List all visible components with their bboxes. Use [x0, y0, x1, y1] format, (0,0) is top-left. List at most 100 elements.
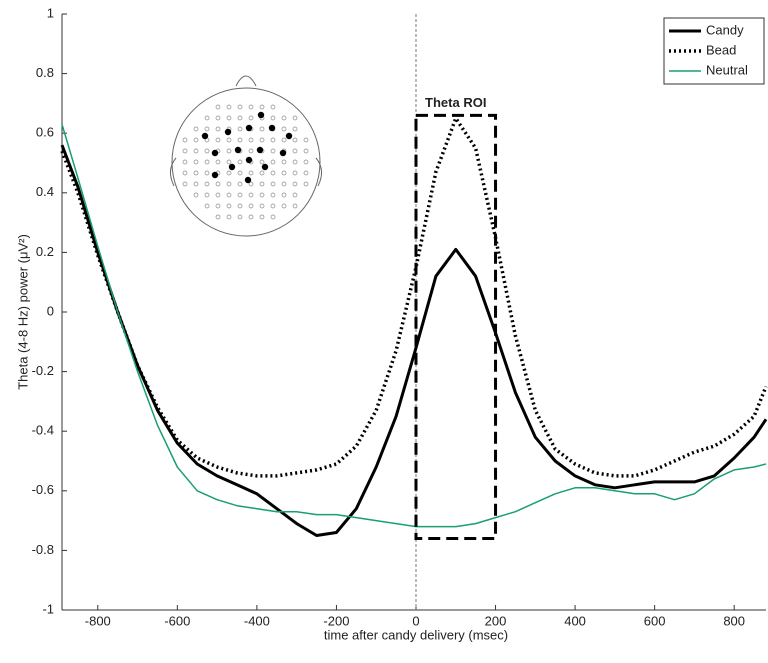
x-tick-label: 200: [485, 613, 507, 628]
electrode: [270, 159, 276, 165]
electrode: [226, 192, 232, 198]
roi-electrode: [261, 163, 269, 171]
y-tick-label: -0.4: [32, 423, 54, 438]
electrode: [248, 181, 254, 187]
electrode: [248, 115, 254, 121]
electrode: [281, 137, 287, 143]
x-tick-label: -800: [85, 613, 111, 628]
nose: [235, 75, 257, 87]
electrode: [270, 214, 276, 220]
electrode: [215, 137, 221, 143]
electrode: [303, 137, 309, 143]
electrode: [204, 192, 210, 198]
electrode: [292, 203, 298, 209]
x-tick-label: -600: [164, 613, 190, 628]
electrode: [281, 126, 287, 132]
electrode: [270, 148, 276, 154]
electrode: [259, 214, 265, 220]
electrode: [259, 159, 265, 165]
electrode: [182, 181, 188, 187]
electrode: [292, 170, 298, 176]
electrode: [237, 137, 243, 143]
electrode: [193, 159, 199, 165]
y-tick-label: 0.6: [36, 125, 54, 140]
electrode: [237, 115, 243, 121]
y-tick-label: 0.2: [36, 244, 54, 259]
series-line: [60, 144, 768, 537]
electrode: [193, 170, 199, 176]
electrode: [215, 104, 221, 110]
electrode: [226, 159, 232, 165]
electrode: [303, 181, 309, 187]
y-tick-label: 0.8: [36, 65, 54, 80]
roi-electrode: [201, 132, 209, 140]
electrode: [182, 137, 188, 143]
electrode: [281, 159, 287, 165]
electrode: [193, 148, 199, 154]
x-tick-label: 600: [644, 613, 666, 628]
electrode: [303, 159, 309, 165]
electrode: [248, 104, 254, 110]
electrode: [248, 137, 254, 143]
electrode: [193, 192, 199, 198]
electrode: [215, 192, 221, 198]
electrode: [237, 203, 243, 209]
electrode: [193, 137, 199, 143]
legend-label: Neutral: [706, 62, 748, 77]
electrode: [248, 214, 254, 220]
electrode: [204, 159, 210, 165]
electrode: [248, 170, 254, 176]
electrode: [215, 203, 221, 209]
electrode: [204, 181, 210, 187]
roi-electrode: [211, 149, 219, 157]
electrode: [226, 137, 232, 143]
electrode: [270, 115, 276, 121]
electrode: [237, 170, 243, 176]
electrode: [270, 181, 276, 187]
electrode: [237, 104, 243, 110]
electrode: [259, 137, 265, 143]
electrode: [204, 148, 210, 154]
electrode: [292, 137, 298, 143]
electrode: [204, 126, 210, 132]
electrode: [215, 159, 221, 165]
legend-label: Candy: [706, 22, 744, 37]
electrode: [193, 181, 199, 187]
electrode: [292, 148, 298, 154]
electrode: [270, 203, 276, 209]
y-tick-label: -1: [42, 601, 54, 616]
electrode: [204, 170, 210, 176]
electrode: [237, 159, 243, 165]
electrode: [259, 104, 265, 110]
x-axis-label: time after candy delivery (msec): [324, 627, 508, 642]
electrode: [259, 192, 265, 198]
electrode: [281, 203, 287, 209]
electrode: [248, 148, 254, 154]
electrode: [237, 181, 243, 187]
y-tick-label: -0.8: [32, 542, 54, 557]
roi-electrode: [245, 124, 253, 132]
y-tick-label: -0.6: [32, 482, 54, 497]
legend-label: Bead: [706, 42, 736, 57]
roi-electrode: [244, 176, 252, 184]
electrode: [259, 170, 265, 176]
ear: [315, 157, 322, 187]
y-tick-label: 0: [47, 303, 54, 318]
electrode: [237, 126, 243, 132]
series-line: [60, 116, 768, 478]
y-tick-label: 0.4: [36, 184, 54, 199]
roi-electrode: [279, 149, 287, 157]
electrode: [281, 192, 287, 198]
electrode: [292, 192, 298, 198]
electrode: [270, 104, 276, 110]
roi-electrode: [245, 156, 253, 164]
electrode: [226, 115, 232, 121]
electrode: [303, 170, 309, 176]
electrode: [292, 115, 298, 121]
roi-label: Theta ROI: [425, 95, 486, 110]
x-tick-label: -200: [323, 613, 349, 628]
electrode: [270, 137, 276, 143]
electrode: [215, 126, 221, 132]
electrode: [292, 126, 298, 132]
electrode: [237, 214, 243, 220]
